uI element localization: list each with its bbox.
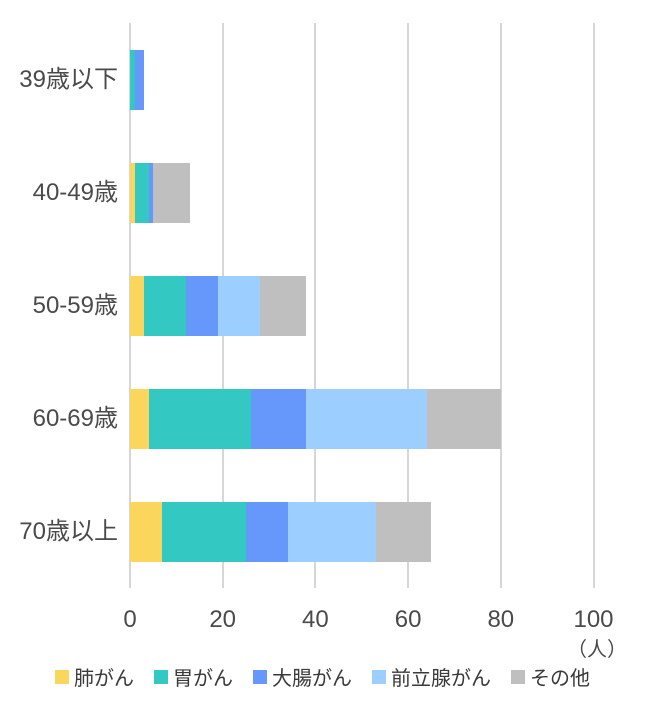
bar-segment-39歳以下-胃がん (130, 49, 135, 110)
legend-swatch-icon (511, 669, 525, 684)
legend-label: 肺がん (74, 668, 134, 690)
bar-segment-70歳以上-前立腺がん (287, 501, 376, 562)
gridline-100 (592, 23, 595, 588)
bar-segment-50-59歳-胃がん (143, 275, 186, 336)
bar-segment-60-69歳-大腸がん (250, 388, 307, 449)
bar-segment-40-49歳-胃がん (134, 162, 149, 223)
bar-segment-50-59歳-その他 (259, 275, 307, 336)
bar-segment-39歳以下-大腸がん (134, 49, 144, 110)
bar-segment-70歳以上-胃がん (162, 501, 246, 562)
category-label-50-59歳: 50-59歳 (32, 291, 118, 319)
tick-label-20: 20 (209, 606, 237, 633)
bar-segment-40-49歳-大腸がん (148, 162, 154, 223)
legend-label: 前立腺がん (391, 668, 491, 690)
tick-label-0: 0 (123, 606, 137, 633)
bar-segment-50-59歳-肺がん (130, 275, 144, 336)
bar-segment-60-69歳-その他 (426, 388, 501, 449)
bar-segment-40-49歳-肺がん (130, 162, 135, 223)
legend-label: 胃がん (173, 668, 233, 690)
legend: 肺がん 胃がん 大腸がん 前立腺がん その他 (55, 662, 590, 691)
bar-segment-60-69歳-胃がん (148, 388, 251, 449)
bar-segment-70歳以上-肺がん (130, 501, 163, 562)
legend-label: その他 (530, 668, 590, 690)
bar-segment-40-49歳-その他 (153, 162, 191, 223)
bar-segment-70歳以上-その他 (375, 501, 432, 562)
legend-swatch-icon (372, 669, 386, 684)
gridline-80 (499, 23, 502, 588)
axis-unit-label: （人） (567, 639, 627, 661)
bar-segment-70歳以上-大腸がん (245, 501, 288, 562)
bar-segment-60-69歳-前立腺がん (306, 388, 427, 449)
legend-swatch-icon (154, 669, 168, 684)
bar-segment-60-69歳-肺がん (130, 388, 149, 449)
bar-segment-50-59歳-大腸がん (185, 275, 219, 336)
legend-label: 大腸がん (272, 668, 352, 690)
legend-item-肺がん: 肺がん (55, 662, 134, 691)
gridline-60 (407, 23, 410, 588)
tick-label-100: 100 (573, 606, 614, 633)
legend-swatch-icon (253, 669, 267, 684)
legend-item-前立腺がん: 前立腺がん (372, 662, 491, 691)
tick-label-40: 40 (302, 606, 329, 633)
legend-item-大腸がん: 大腸がん (253, 662, 352, 691)
gridline-40 (314, 23, 317, 588)
legend-swatch-icon (55, 669, 69, 684)
category-label-40-49歳: 40-49歳 (32, 178, 118, 206)
tick-label-60: 60 (394, 606, 422, 633)
tick-label-80: 80 (487, 606, 515, 633)
category-label-60-69歳: 60-69歳 (32, 404, 118, 432)
category-label-39歳以下: 39歳以下 (19, 65, 118, 93)
category-label-70歳以上: 70歳以上 (19, 517, 118, 545)
legend-item-胃がん: 胃がん (154, 662, 233, 691)
legend-item-その他: その他 (511, 662, 590, 691)
bar-segment-50-59歳-前立腺がん (218, 275, 260, 336)
